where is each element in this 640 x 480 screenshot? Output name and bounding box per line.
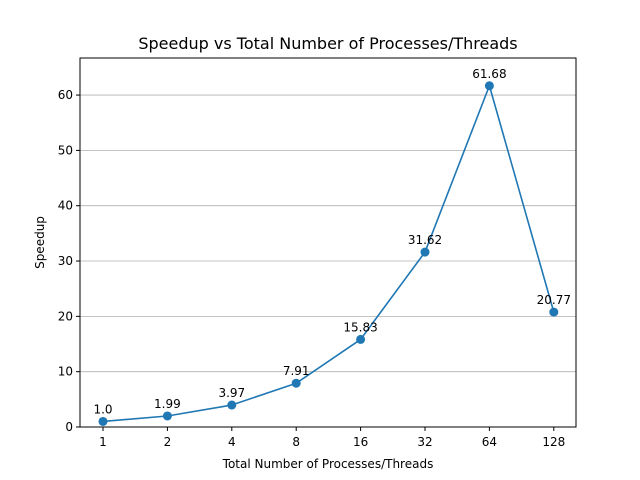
x-tick-label: 16: [353, 435, 368, 449]
data-point: [227, 400, 237, 410]
series-line: [102, 84, 555, 423]
data-point: [420, 247, 430, 257]
x-tick-label: 64: [482, 435, 497, 449]
y-tick-label: 60: [58, 88, 73, 102]
y-tick-label: 0: [65, 420, 73, 434]
y-tick-label: 40: [58, 199, 73, 213]
x-tick-label: 2: [164, 435, 172, 449]
x-axis-label: Total Number of Processes/Threads: [222, 457, 434, 471]
y-axis: 0 10 20 30 40 50 60: [58, 88, 80, 434]
x-axis: 1 2 4 8 16 32 64 128: [99, 427, 565, 449]
data-point: [162, 411, 172, 421]
y-axis-label: Speedup: [33, 216, 47, 269]
x-tick-label: 32: [417, 435, 432, 449]
data-point: [484, 81, 494, 91]
x-tick-label: 4: [228, 435, 236, 449]
y-tick-label: 20: [58, 309, 73, 323]
data-label: 61.68: [472, 67, 506, 81]
plot-area-frame: [79, 57, 577, 428]
y-tick-label: 50: [58, 143, 73, 157]
data-point: [98, 416, 108, 426]
x-tick-label: 1: [99, 435, 107, 449]
data-label: 7.91: [283, 364, 310, 378]
data-label: 3.97: [218, 386, 245, 400]
data-label: 1.99: [154, 397, 181, 411]
data-label: 1.0: [93, 402, 112, 416]
y-tick-label: 10: [58, 365, 73, 379]
data-point: [549, 307, 559, 317]
data-point: [356, 334, 366, 344]
data-labels-layer: 1.0 1.99 3.97 7.91 15.83 31.62 61.68 20.77: [93, 67, 571, 417]
chart-title: Speedup vs Total Number of Processes/Thr…: [138, 34, 517, 53]
grid-layer: [80, 94, 576, 428]
y-tick-label: 30: [58, 254, 73, 268]
series-layer: [98, 81, 559, 426]
x-tick-label: 128: [542, 435, 565, 449]
x-tick-label: 8: [292, 435, 300, 449]
data-point: [291, 378, 301, 388]
data-label: 31.62: [408, 233, 442, 247]
data-label: 15.83: [343, 320, 377, 334]
data-label: 20.77: [537, 293, 571, 307]
